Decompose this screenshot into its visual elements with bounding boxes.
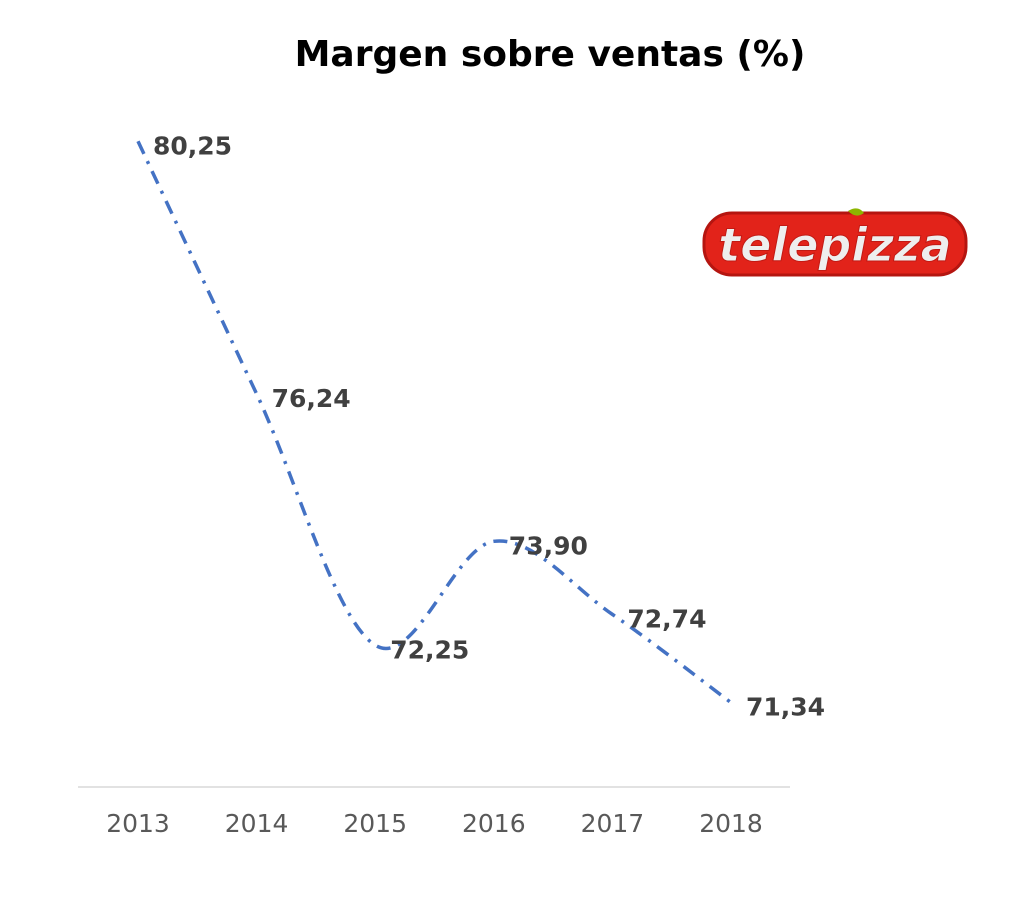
series-line: [136, 140, 733, 704]
data-label: 72,74: [627, 604, 706, 633]
data-label: 80,25: [153, 131, 232, 160]
data-label: 72,25: [390, 635, 469, 664]
data-label: 71,34: [746, 693, 825, 722]
x-tick-label: 2014: [225, 809, 289, 838]
x-tick-label: 2018: [699, 809, 763, 838]
svg-text:telepizza: telepizza: [718, 218, 951, 272]
chart-title: Margen sobre ventas (%): [294, 34, 806, 75]
data-label: 73,90: [509, 531, 588, 560]
x-tick-label: 2017: [581, 809, 645, 838]
telepizza-logo: telepizza: [702, 208, 968, 277]
x-tick-label: 2013: [106, 809, 170, 838]
x-tick-label: 2016: [462, 809, 526, 838]
data-label: 76,24: [272, 384, 351, 413]
x-tick-label: 2015: [343, 809, 407, 838]
